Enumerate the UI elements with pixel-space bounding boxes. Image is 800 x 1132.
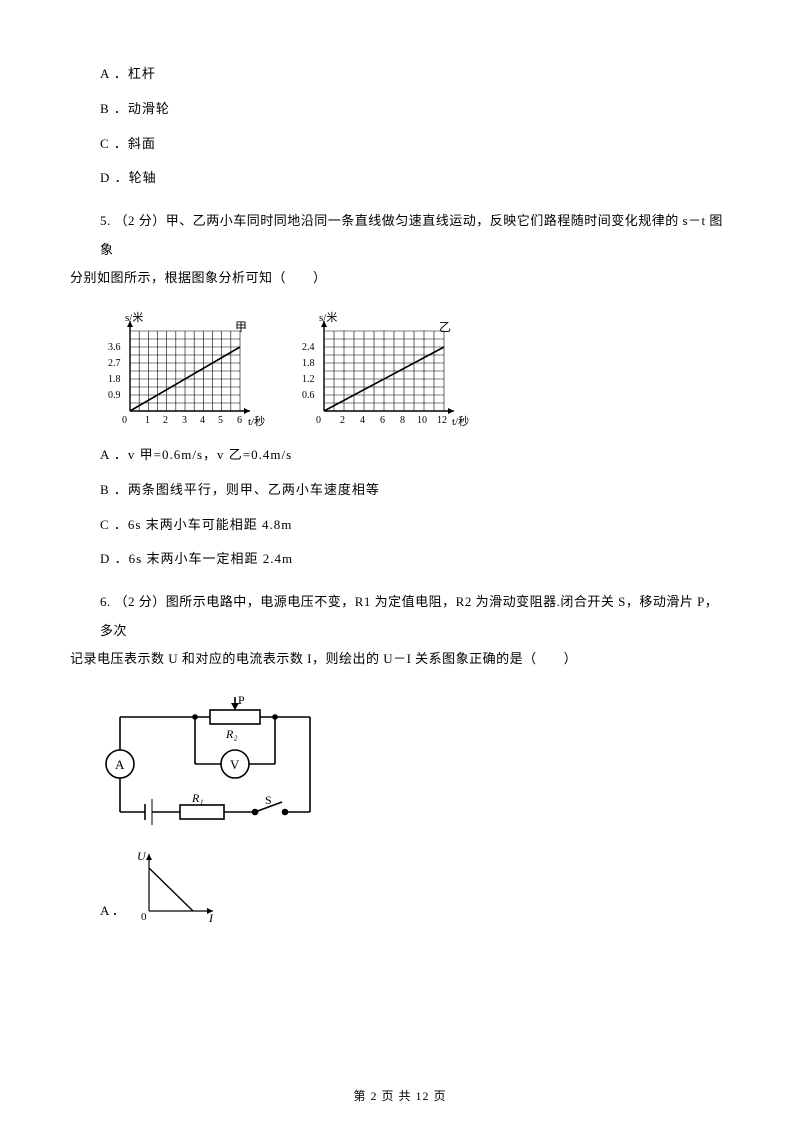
- svg-text:2.7: 2.7: [108, 358, 121, 369]
- q5-option-c: C ．6s 末两小车可能相距 4.8m: [100, 515, 730, 536]
- svg-text:P: P: [238, 693, 245, 707]
- svg-text:V: V: [230, 757, 240, 772]
- q6-stem: 6. （2 分）图所示电路中，电源电压不变，R1 为定值电阻，R2 为滑动变阻器…: [100, 588, 730, 674]
- q5-option-b: B ．两条图线平行，则甲、乙两小车速度相等: [100, 480, 730, 501]
- svg-text:S: S: [265, 793, 272, 807]
- svg-text:5: 5: [218, 415, 223, 426]
- svg-text:6: 6: [237, 415, 242, 426]
- svg-text:0.9: 0.9: [108, 390, 121, 401]
- svg-text:I: I: [208, 911, 214, 925]
- svg-text:0: 0: [122, 415, 127, 426]
- q5-charts: s/米 t/秒 甲: [100, 311, 730, 431]
- svg-text:4: 4: [360, 415, 365, 426]
- q5-stem-line1: 5. （2 分）甲、乙两小车同时同地沿同一条直线做匀速直线运动，反映它们路程随时…: [100, 213, 723, 257]
- q4-option-b: B ．动滑轮: [100, 99, 730, 120]
- chart-series-label: 甲: [235, 320, 247, 334]
- svg-text:s/米: s/米: [319, 311, 337, 324]
- svg-text:3: 3: [182, 415, 187, 426]
- q6-option-a-label: A ．: [100, 901, 125, 922]
- q5-stem-line2: 分别如图所示，根据图象分析可知（ ）: [70, 264, 327, 293]
- q6-circuit: A V P R₂ R₁ S: [100, 692, 730, 832]
- q5-stem: 5. （2 分）甲、乙两小车同时同地沿同一条直线做匀速直线运动，反映它们路程随时…: [100, 207, 730, 293]
- chart-xlabel: t/秒: [248, 414, 265, 428]
- q5-chart-left: s/米 t/秒 甲: [100, 311, 270, 431]
- svg-text:1.2: 1.2: [302, 374, 315, 385]
- svg-text:2: 2: [163, 415, 168, 426]
- svg-text:1.8: 1.8: [302, 358, 315, 369]
- q6-option-a: A ． U I 0: [100, 846, 730, 926]
- svg-text:2.4: 2.4: [302, 342, 315, 353]
- svg-text:2: 2: [340, 415, 345, 426]
- q6-stem-line2: 记录电压表示数 U 和对应的电流表示数 I，则绘出的 U－I 关系图象正确的是（…: [70, 645, 577, 674]
- svg-text:R₂: R₂: [225, 727, 238, 741]
- svg-text:10: 10: [417, 415, 427, 426]
- q5-option-a: A ．v 甲=0.6m/s，v 乙=0.4m/s: [100, 445, 730, 466]
- q6-option-a-graph: U I 0: [131, 846, 221, 926]
- svg-text:4: 4: [200, 415, 205, 426]
- svg-text:R₁: R₁: [191, 791, 204, 805]
- q5-option-d: D ．6s 末两小车一定相距 2.4m: [100, 549, 730, 570]
- svg-text:0: 0: [316, 415, 321, 426]
- page-footer: 第 2 页 共 12 页: [0, 1087, 800, 1106]
- svg-text:U: U: [137, 849, 147, 863]
- q4-option-d: D ．轮轴: [100, 168, 730, 189]
- q4-option-a: A ．杠杆: [100, 64, 730, 85]
- svg-text:乙: 乙: [439, 320, 451, 334]
- svg-text:t/秒: t/秒: [452, 414, 469, 428]
- svg-text:1: 1: [145, 415, 150, 426]
- q6-stem-line1: 6. （2 分）图所示电路中，电源电压不变，R1 为定值电阻，R2 为滑动变阻器…: [100, 594, 718, 638]
- svg-text:1.8: 1.8: [108, 374, 121, 385]
- svg-text:6: 6: [380, 415, 385, 426]
- svg-text:3.6: 3.6: [108, 342, 121, 353]
- svg-text:A: A: [115, 757, 125, 772]
- svg-text:8: 8: [400, 415, 405, 426]
- q4-option-c: C ．斜面: [100, 134, 730, 155]
- q5-chart-right: s/米 t/秒 乙 0.6 1.2 1.8 2.4 0 2 4 6 8: [294, 311, 474, 431]
- chart-ylabel: s/米: [125, 311, 143, 324]
- svg-text:0.6: 0.6: [302, 390, 315, 401]
- svg-text:12: 12: [437, 415, 447, 426]
- svg-text:0: 0: [141, 911, 147, 923]
